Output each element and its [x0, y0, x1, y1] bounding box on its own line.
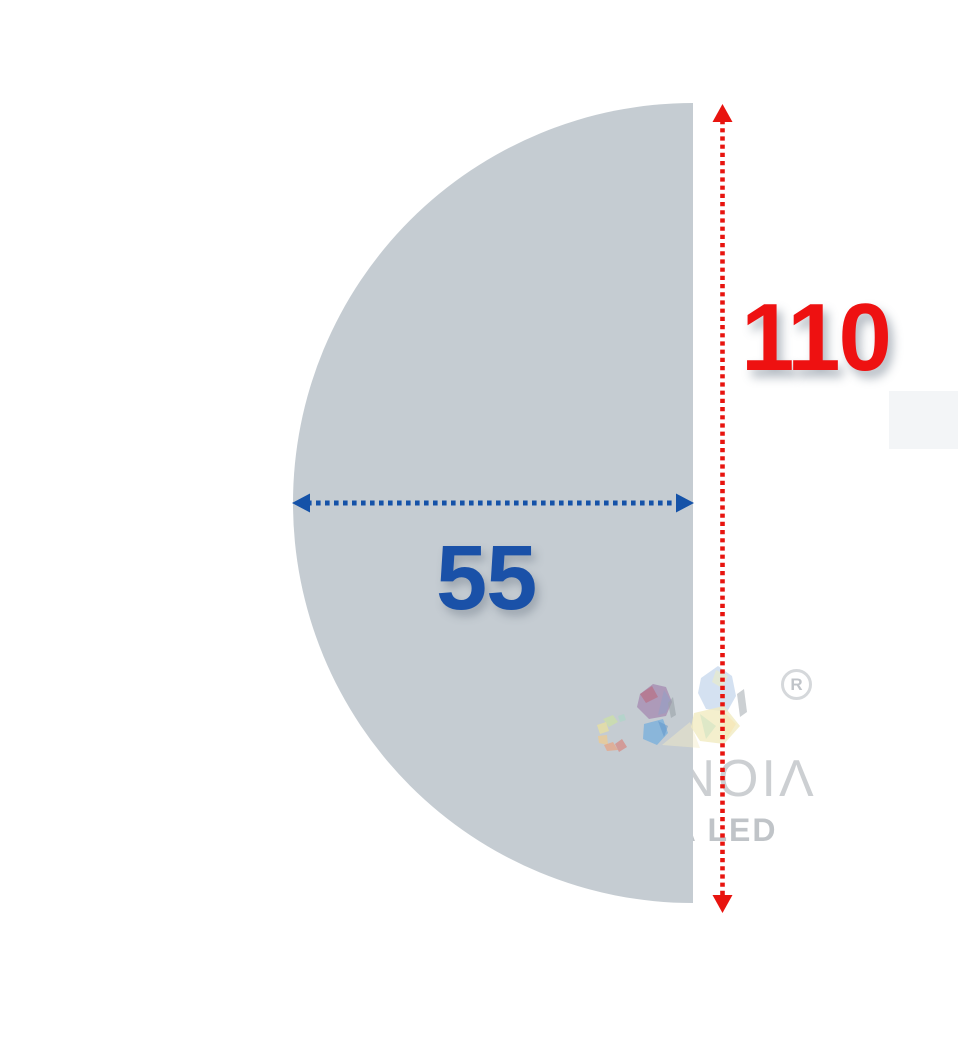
- width-arrow-head-left: [292, 493, 310, 513]
- brand-logo: [597, 666, 747, 752]
- width-dimension-label: 55: [436, 527, 537, 629]
- registered-trademark-icon: R: [781, 669, 812, 700]
- semicircle-shape: [293, 103, 693, 903]
- height-dimension-label: 110: [741, 284, 892, 391]
- width-arrow: [292, 493, 694, 513]
- width-arrow-head-right: [676, 493, 694, 513]
- faint-watermark-block: [889, 391, 958, 449]
